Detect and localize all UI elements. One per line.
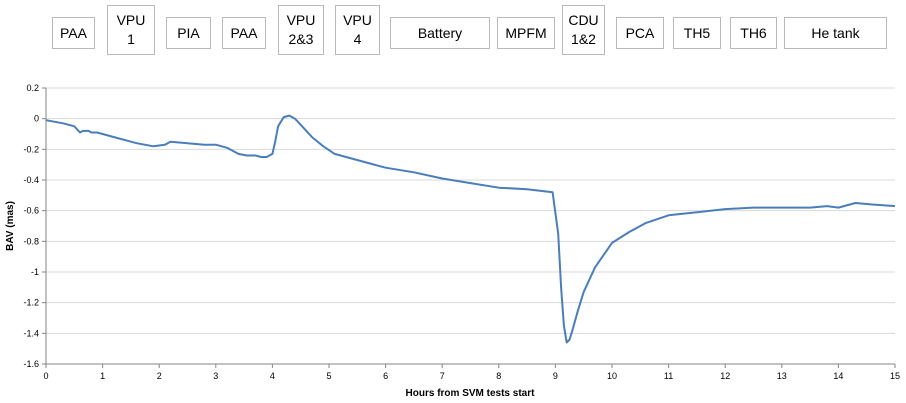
y-tick-label: -1.6 xyxy=(23,359,39,369)
test-box-vpu-2-3: VPU 2&3 xyxy=(278,5,324,55)
x-tick-label: 6 xyxy=(383,371,388,381)
y-tick-label: -0.8 xyxy=(23,236,39,246)
y-tick-label: 0.2 xyxy=(26,83,39,93)
test-sequence-row: PAA VPU 1 PIA PAA VPU 2&3 VPU 4 Battery … xyxy=(0,0,906,70)
x-tick-label: 9 xyxy=(553,371,558,381)
x-tick-label: 12 xyxy=(720,371,730,381)
test-box-he-tank: He tank xyxy=(784,17,887,49)
x-tick-label: 11 xyxy=(664,371,673,381)
test-box-th6: TH6 xyxy=(730,17,777,49)
test-box-battery: Battery xyxy=(390,17,490,49)
y-tick-label: -1.4 xyxy=(23,328,39,338)
x-tick-label: 10 xyxy=(607,371,617,381)
y-tick-label: -1.2 xyxy=(23,298,39,308)
y-tick-label: -0.2 xyxy=(23,144,39,154)
y-tick-label: -1 xyxy=(31,267,39,277)
test-box-vpu-4: VPU 4 xyxy=(335,5,380,55)
x-tick-label: 3 xyxy=(213,371,218,381)
series-line xyxy=(45,114,896,344)
axes xyxy=(42,87,896,368)
x-tick-labels: 0 1 2 3 4 5 6 7 8 9 10 11 12 13 14 15 xyxy=(43,371,900,381)
grid-lines xyxy=(46,87,895,334)
x-tick-label: 1 xyxy=(100,371,105,381)
x-tick-label: 5 xyxy=(326,371,331,381)
x-tick-label: 4 xyxy=(270,371,275,381)
y-tick-labels: 0.2 0 -0.2 -0.4 -0.6 -0.8 -1 -1.2 -1.4 -1.6 xyxy=(23,83,39,369)
test-box-pca: PCA xyxy=(616,17,664,49)
x-tick-label: 8 xyxy=(496,371,501,381)
test-box-paa-1: PAA xyxy=(52,17,95,49)
x-tick-label: 7 xyxy=(440,371,445,381)
y-tick-label: -0.4 xyxy=(23,175,39,185)
x-tick-label: 13 xyxy=(777,371,787,381)
y-tick-label: -0.6 xyxy=(23,206,39,216)
x-tick-label: 14 xyxy=(833,371,843,381)
test-box-cdu-1-2: CDU 1&2 xyxy=(562,5,605,55)
x-tick-label: 15 xyxy=(890,371,900,381)
test-box-th5: TH5 xyxy=(673,17,721,49)
test-box-paa-2: PAA xyxy=(222,17,266,49)
y-tick-label: 0 xyxy=(34,114,39,124)
x-tick-label: 0 xyxy=(43,371,48,381)
test-box-vpu-1: VPU 1 xyxy=(107,5,155,55)
x-tick-label: 2 xyxy=(157,371,162,381)
x-axis-label: Hours from SVM tests start xyxy=(406,388,536,399)
test-box-pia: PIA xyxy=(166,17,211,49)
y-axis-label: BAV (mas) xyxy=(5,201,16,251)
test-box-mpfm: MPFM xyxy=(497,17,555,49)
